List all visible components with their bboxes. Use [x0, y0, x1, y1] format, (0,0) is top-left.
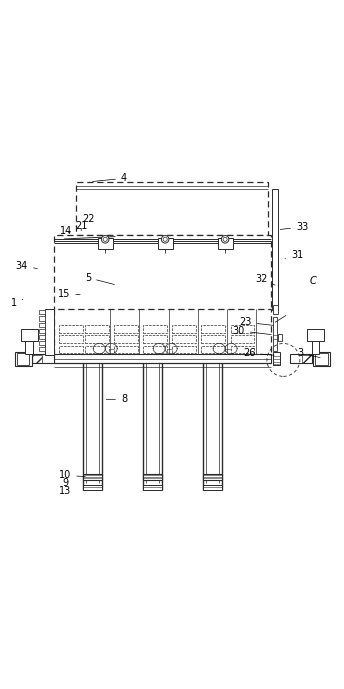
Text: 22: 22: [76, 214, 94, 226]
Bar: [83, 473, 102, 480]
Bar: [312, 330, 319, 353]
Text: 5: 5: [85, 273, 115, 285]
Bar: [45, 309, 54, 355]
Bar: [17, 353, 30, 364]
Bar: [230, 345, 254, 353]
Text: 4: 4: [93, 174, 127, 183]
Bar: [114, 325, 138, 333]
Bar: [172, 336, 196, 343]
Bar: [114, 345, 138, 353]
Text: 21: 21: [75, 220, 87, 231]
Bar: [39, 341, 45, 345]
Text: 15: 15: [58, 289, 80, 299]
Bar: [273, 317, 277, 351]
Bar: [54, 353, 271, 363]
Bar: [32, 355, 43, 362]
Bar: [85, 325, 109, 333]
Bar: [158, 238, 173, 249]
Text: 1: 1: [11, 298, 23, 309]
Text: 14: 14: [60, 226, 72, 236]
Text: 9: 9: [62, 478, 68, 489]
Bar: [39, 329, 45, 333]
Bar: [203, 484, 222, 490]
Bar: [315, 353, 327, 364]
Bar: [203, 473, 222, 480]
Bar: [301, 355, 312, 362]
Bar: [278, 333, 282, 341]
Bar: [143, 325, 167, 333]
Bar: [25, 330, 33, 353]
Text: 33: 33: [280, 222, 308, 232]
Bar: [307, 329, 324, 341]
Text: 32: 32: [255, 274, 275, 285]
Text: 30: 30: [233, 326, 271, 336]
Bar: [202, 345, 225, 353]
Text: 8: 8: [106, 394, 127, 404]
Bar: [202, 336, 225, 343]
Text: C: C: [309, 276, 316, 286]
Bar: [202, 325, 225, 333]
Bar: [98, 238, 113, 249]
Bar: [290, 354, 312, 363]
Bar: [76, 182, 268, 235]
Bar: [273, 305, 278, 313]
Bar: [143, 345, 167, 353]
Circle shape: [221, 236, 229, 243]
Bar: [39, 310, 45, 314]
Bar: [272, 189, 278, 310]
Text: 31: 31: [285, 250, 303, 260]
Text: 23: 23: [239, 317, 273, 327]
Bar: [21, 329, 38, 341]
Bar: [273, 352, 280, 365]
Bar: [15, 351, 32, 366]
Bar: [230, 325, 254, 333]
Bar: [143, 336, 167, 343]
Bar: [59, 336, 83, 343]
Bar: [172, 325, 196, 333]
Bar: [85, 336, 109, 343]
Bar: [32, 354, 54, 363]
Bar: [313, 351, 330, 366]
Bar: [172, 345, 196, 353]
Text: 3: 3: [298, 348, 320, 358]
Text: 34: 34: [16, 260, 37, 271]
Text: 10: 10: [59, 471, 85, 480]
Bar: [54, 235, 271, 310]
Bar: [217, 238, 233, 249]
Bar: [114, 336, 138, 343]
Bar: [230, 336, 254, 343]
Bar: [85, 345, 109, 353]
Bar: [39, 322, 45, 327]
Text: 13: 13: [59, 486, 71, 496]
Circle shape: [101, 236, 109, 243]
Bar: [39, 316, 45, 320]
Bar: [39, 335, 45, 339]
Bar: [143, 473, 162, 480]
Bar: [54, 309, 271, 355]
Circle shape: [161, 236, 169, 243]
Text: 26: 26: [243, 348, 274, 358]
Bar: [59, 345, 83, 353]
Bar: [83, 484, 102, 490]
Bar: [59, 325, 83, 333]
Bar: [143, 484, 162, 490]
Bar: [39, 347, 45, 351]
